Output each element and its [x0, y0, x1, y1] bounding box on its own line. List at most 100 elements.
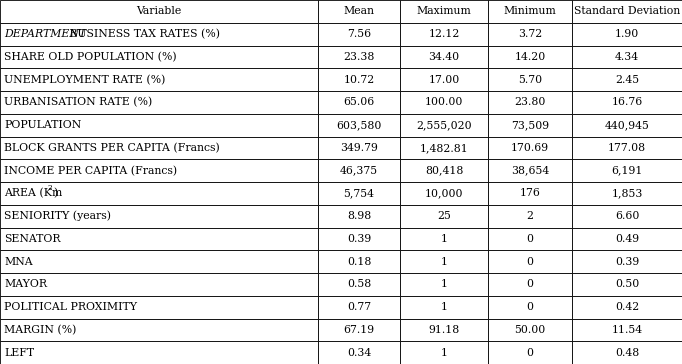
Bar [488, 0, 572, 23]
Text: 10.72: 10.72 [343, 75, 374, 84]
Bar [572, 114, 682, 136]
Text: 0: 0 [527, 348, 533, 357]
Bar [400, 182, 488, 205]
Text: SHARE OLD POPULATION (%): SHARE OLD POPULATION (%) [4, 52, 177, 62]
Text: SENATOR: SENATOR [4, 234, 61, 244]
Bar [318, 228, 400, 250]
Text: 1,853: 1,853 [611, 189, 642, 198]
Text: 17.00: 17.00 [428, 75, 460, 84]
Bar [400, 273, 488, 296]
Text: 4.34: 4.34 [615, 52, 639, 62]
Bar [400, 0, 488, 23]
Bar [318, 296, 400, 318]
Text: 7.56: 7.56 [347, 29, 371, 39]
Text: 1: 1 [441, 348, 447, 357]
Bar [400, 91, 488, 114]
Bar [0, 68, 318, 91]
Bar [400, 68, 488, 91]
Text: 1: 1 [441, 257, 447, 266]
Text: 65.06: 65.06 [343, 98, 374, 107]
Text: 5,754: 5,754 [344, 189, 374, 198]
Text: Minimum: Minimum [503, 7, 557, 16]
Bar [572, 273, 682, 296]
Bar [0, 250, 318, 273]
Bar [400, 159, 488, 182]
Text: Standard Deviation: Standard Deviation [574, 7, 680, 16]
Bar [318, 46, 400, 68]
Bar [400, 46, 488, 68]
Text: 0.58: 0.58 [347, 280, 371, 289]
Text: 176: 176 [520, 189, 540, 198]
Bar [572, 341, 682, 364]
Bar [488, 205, 572, 228]
Bar [400, 205, 488, 228]
Text: 50.00: 50.00 [514, 325, 546, 335]
Text: 0: 0 [527, 234, 533, 244]
Text: 170.69: 170.69 [511, 143, 549, 153]
Bar [572, 182, 682, 205]
Text: 2: 2 [48, 185, 53, 192]
Text: Variable: Variable [136, 7, 181, 16]
Bar [572, 250, 682, 273]
Bar [318, 182, 400, 205]
Bar [318, 136, 400, 159]
Text: 8.98: 8.98 [347, 211, 371, 221]
Text: 2,555,020: 2,555,020 [416, 120, 472, 130]
Text: 14.20: 14.20 [514, 52, 546, 62]
Text: 0.34: 0.34 [347, 348, 371, 357]
Text: 2: 2 [527, 211, 533, 221]
Text: 1.90: 1.90 [615, 29, 639, 39]
Bar [488, 182, 572, 205]
Bar [0, 91, 318, 114]
Bar [488, 273, 572, 296]
Bar [318, 114, 400, 136]
Bar [0, 341, 318, 364]
Text: SENIORITY (years): SENIORITY (years) [4, 211, 111, 221]
Text: 440,945: 440,945 [604, 120, 649, 130]
Text: 0.42: 0.42 [615, 302, 639, 312]
Bar [572, 91, 682, 114]
Bar [488, 159, 572, 182]
Text: 0.18: 0.18 [347, 257, 371, 266]
Bar [400, 318, 488, 341]
Bar [572, 0, 682, 23]
Bar [488, 114, 572, 136]
Bar [488, 296, 572, 318]
Bar [0, 136, 318, 159]
Text: 0.48: 0.48 [615, 348, 639, 357]
Text: 0.77: 0.77 [347, 302, 371, 312]
Text: 11.54: 11.54 [612, 325, 642, 335]
Text: AREA (Km: AREA (Km [4, 188, 62, 198]
Text: 23.80: 23.80 [514, 98, 546, 107]
Bar [318, 205, 400, 228]
Bar [572, 68, 682, 91]
Text: BUSINESS TAX RATES (%): BUSINESS TAX RATES (%) [66, 29, 220, 39]
Text: UNEMPLOYMENT RATE (%): UNEMPLOYMENT RATE (%) [4, 75, 165, 85]
Text: 0.39: 0.39 [347, 234, 371, 244]
Bar [488, 318, 572, 341]
Text: 91.18: 91.18 [428, 325, 460, 335]
Bar [0, 159, 318, 182]
Bar [572, 205, 682, 228]
Text: 6,191: 6,191 [611, 166, 642, 175]
Text: 25: 25 [437, 211, 451, 221]
Text: 1: 1 [441, 280, 447, 289]
Text: MAYOR: MAYOR [4, 280, 47, 289]
Text: 12.12: 12.12 [428, 29, 460, 39]
Text: MARGIN (%): MARGIN (%) [4, 325, 76, 335]
Text: 34.40: 34.40 [428, 52, 460, 62]
Text: 38,654: 38,654 [511, 166, 549, 175]
Text: 73,509: 73,509 [511, 120, 549, 130]
Text: 3.72: 3.72 [518, 29, 542, 39]
Bar [318, 159, 400, 182]
Text: 603,580: 603,580 [336, 120, 382, 130]
Bar [0, 0, 318, 23]
Text: POPULATION: POPULATION [4, 120, 81, 130]
Text: Maximum: Maximum [417, 7, 471, 16]
Bar [572, 136, 682, 159]
Text: 10,000: 10,000 [425, 189, 463, 198]
Text: BLOCK GRANTS PER CAPITA (Francs): BLOCK GRANTS PER CAPITA (Francs) [4, 143, 220, 153]
Text: 5.70: 5.70 [518, 75, 542, 84]
Text: LEFT: LEFT [4, 348, 34, 357]
Bar [488, 228, 572, 250]
